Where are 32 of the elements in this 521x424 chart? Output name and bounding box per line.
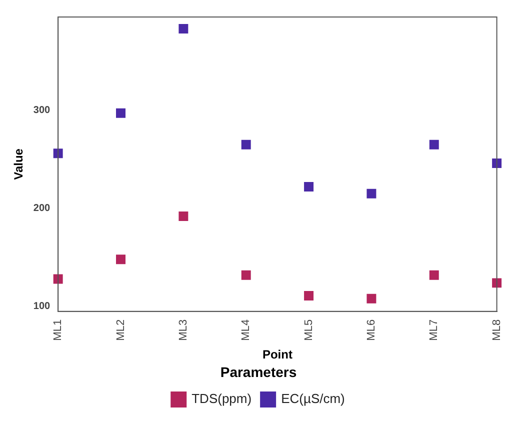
point xyxy=(304,290,314,300)
x-tick-label: ML4 xyxy=(240,319,252,341)
x-axis-title: Point xyxy=(262,347,292,362)
point xyxy=(241,140,251,150)
point xyxy=(53,148,63,158)
point xyxy=(429,270,439,280)
point xyxy=(492,278,502,288)
x-tick-label: ML6 xyxy=(365,319,378,341)
legend-title: Parameters xyxy=(220,364,297,380)
point xyxy=(366,294,376,304)
x-tick-label: ML8 xyxy=(490,319,503,341)
y-tick-label: 300 xyxy=(33,104,51,116)
point xyxy=(492,158,502,168)
point xyxy=(116,254,126,264)
point xyxy=(116,108,126,118)
point xyxy=(429,140,439,150)
x-tick-label: ML1 xyxy=(52,319,64,341)
point xyxy=(304,182,314,192)
point xyxy=(241,270,251,280)
x-tick-label: ML7 xyxy=(428,319,440,341)
point xyxy=(178,211,188,221)
legend-label: EC(µS/cm) xyxy=(281,391,345,406)
x-tick-label: ML2 xyxy=(114,319,127,341)
point xyxy=(53,274,63,284)
point xyxy=(178,24,188,34)
y-tick-label: 100 xyxy=(33,301,51,312)
point xyxy=(366,188,376,198)
x-tick-label: ML3 xyxy=(177,319,190,341)
y-tick-label: 200 xyxy=(33,203,51,214)
x-tick-label: ML5 xyxy=(302,319,315,341)
legend-label: TDS(ppm) xyxy=(192,391,252,406)
y-axis-title: Value xyxy=(12,148,26,180)
